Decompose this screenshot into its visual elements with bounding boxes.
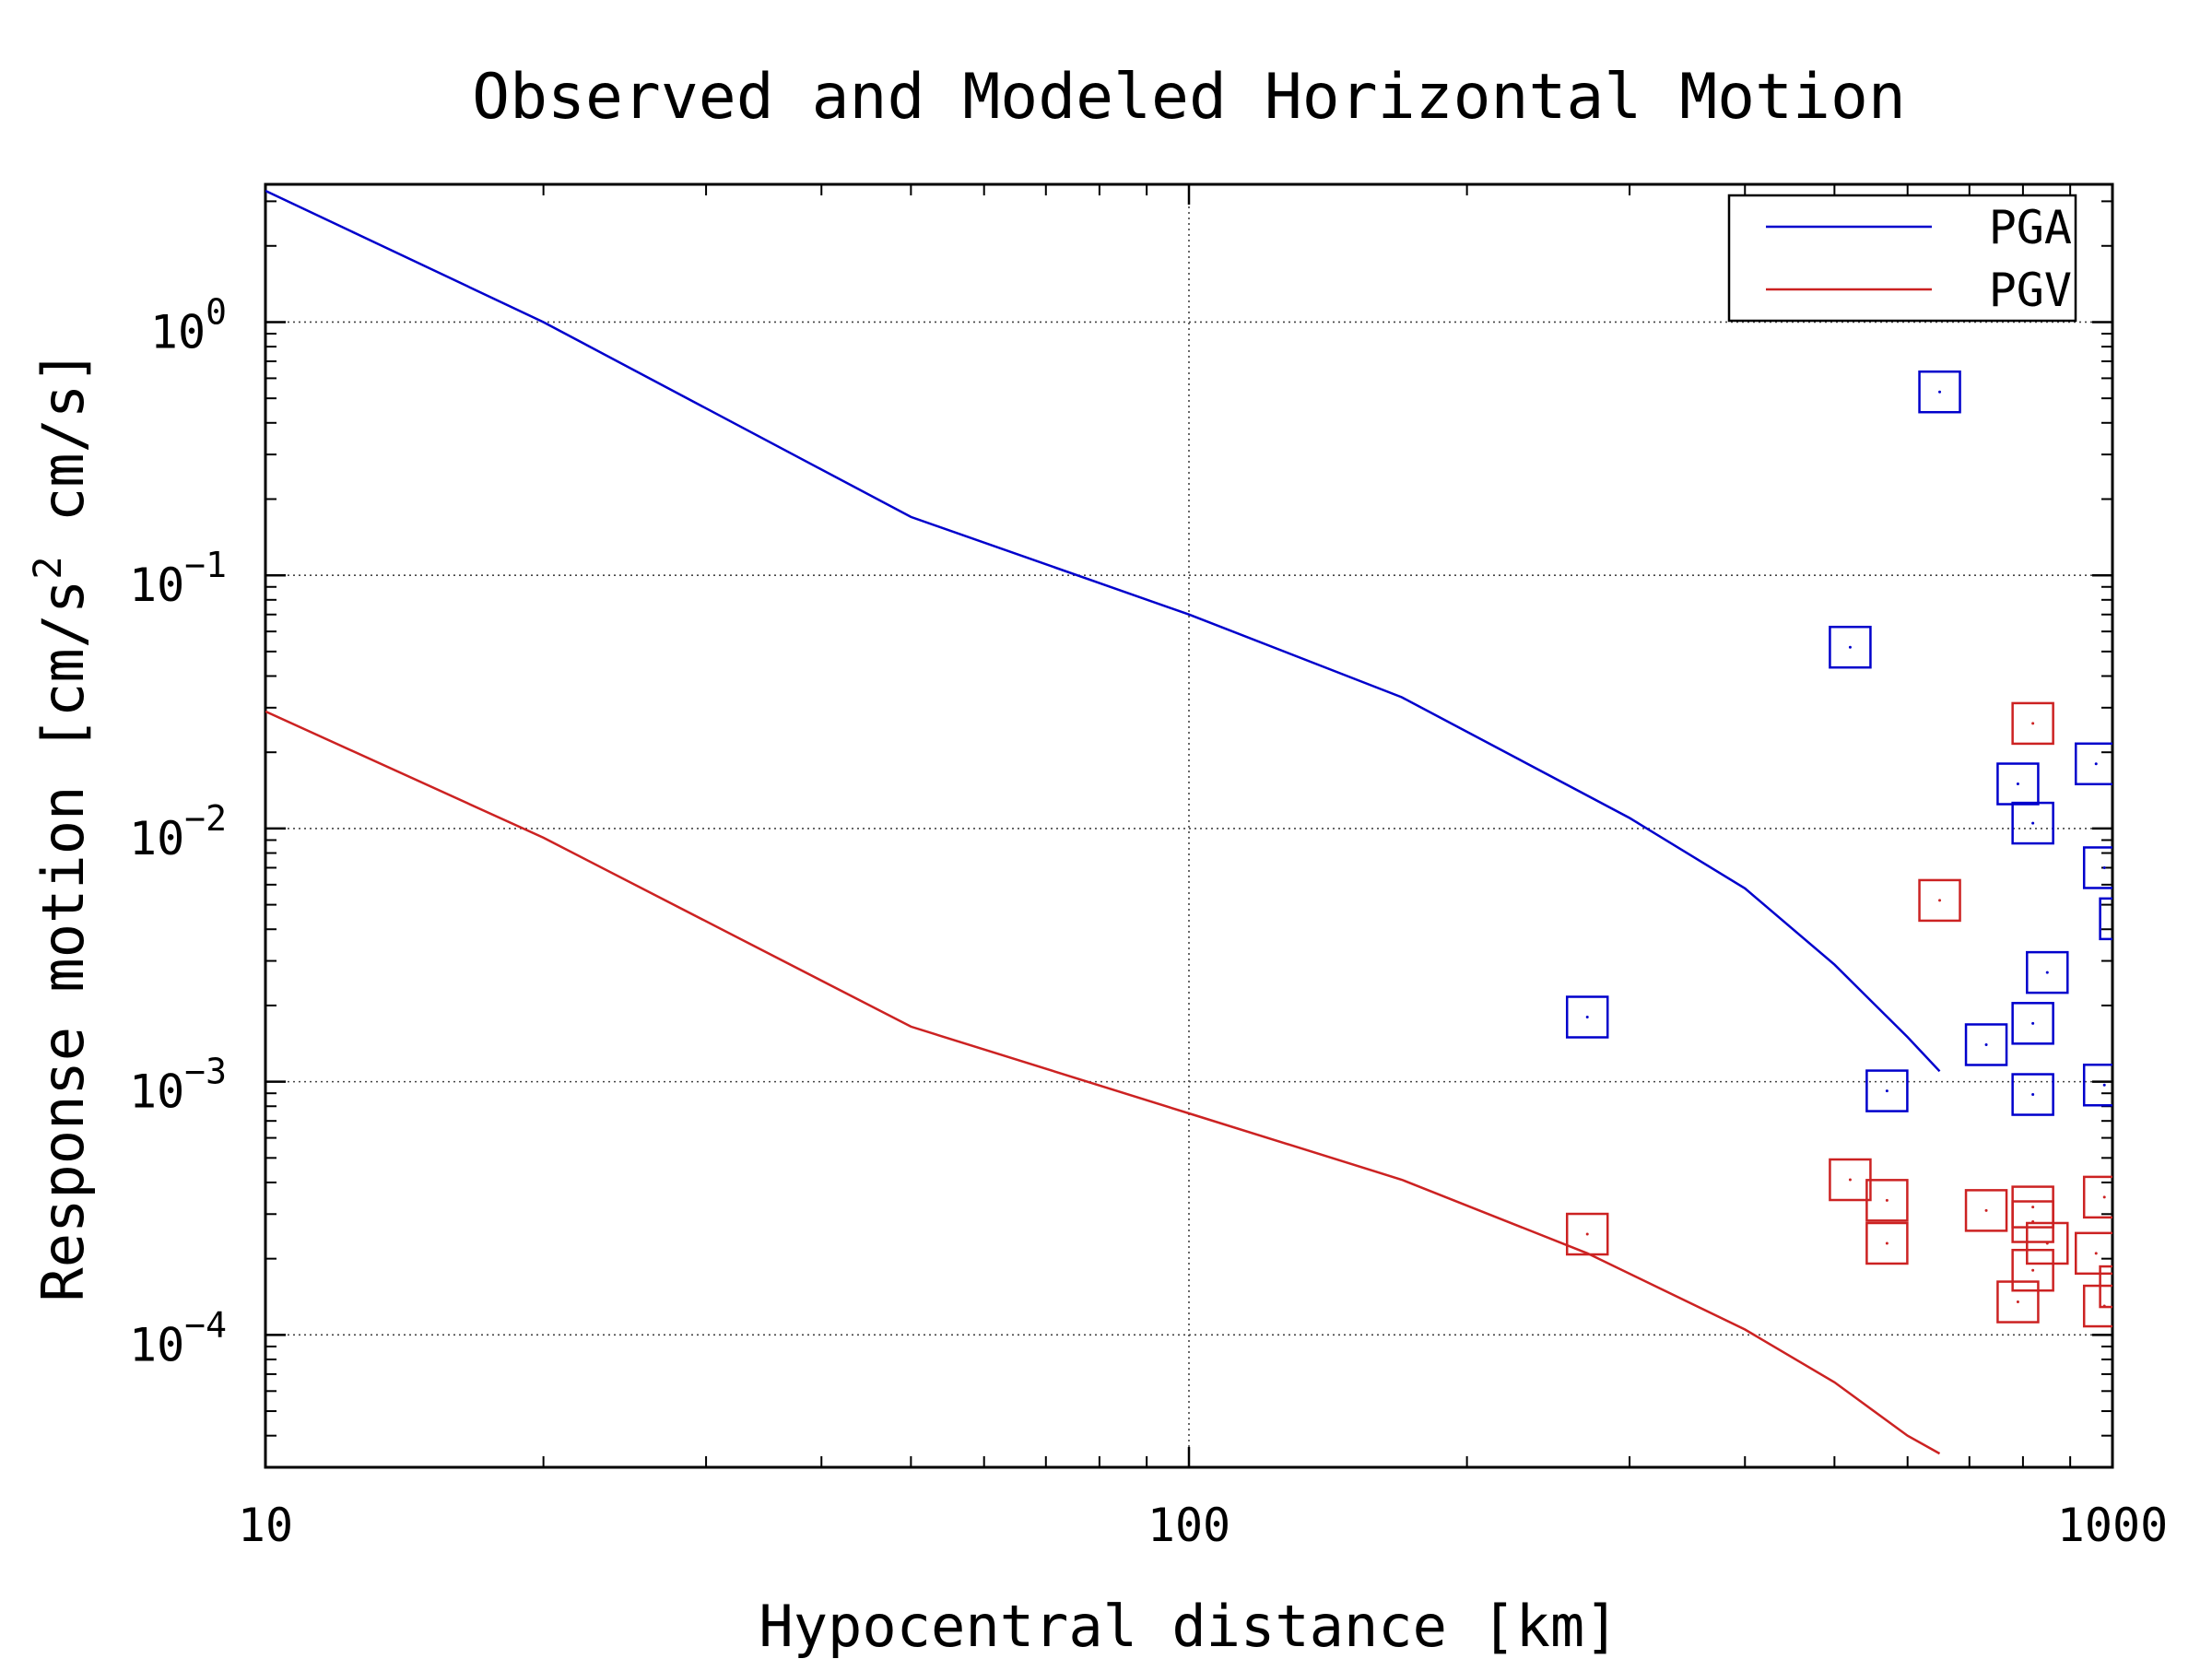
pga-observed-point-center (1938, 390, 1942, 394)
pgv-observed-point (2082, 1175, 2112, 1219)
pgv-observed-point-center (2102, 1195, 2106, 1199)
pga-observed-point (2074, 742, 2112, 786)
y-tick-label: 10−4 (129, 1304, 227, 1371)
pgv-observed-point-center (1848, 1178, 1852, 1182)
pgv-observed-point-center (2031, 1268, 2035, 1272)
pgv-observed-point (1865, 1221, 1909, 1265)
x-tick-label: 10 (238, 1499, 293, 1552)
pga-observed-point (2082, 1064, 2112, 1107)
pga-observed-point (2011, 1073, 2054, 1116)
pga-observed-point (2099, 897, 2112, 941)
pga-observed-point (2011, 801, 2054, 845)
pga-observed-point-center (2031, 1093, 2035, 1097)
pgv-observed-point-center (1984, 1208, 1988, 1212)
legend-label-pga: PGA (1989, 201, 2072, 254)
pga-observed-point (2082, 846, 2112, 889)
pga-observed-point (1865, 1069, 1909, 1112)
pgv-observed-point (1865, 1179, 1909, 1222)
x-tick-label: 1000 (2057, 1499, 2168, 1552)
pgv-observed-point (2011, 1248, 2054, 1292)
tick-marks (264, 184, 2114, 1468)
y-tick-label: 10−3 (129, 1052, 227, 1119)
pgv-observed-point (1964, 1189, 2008, 1232)
pga-observed-point (2026, 950, 2069, 994)
x-tick-label: 100 (1147, 1499, 1230, 1552)
pgv-observed-point-center (2031, 1206, 2035, 1209)
pgv-model-line (265, 710, 1941, 1455)
tick-labels: 10 100 1000 100 10−1 10−2 10−3 10−4 (129, 291, 2168, 1552)
grid (265, 184, 2112, 1467)
pga-observed-point-center (1585, 1016, 1589, 1019)
pga-observed-point-center (2102, 865, 2106, 869)
pgv-observed-point (2026, 1221, 2069, 1265)
pgv-observed-point (2011, 1200, 2054, 1243)
pga-observed-point (1918, 370, 1961, 414)
pgv-observed-point (2082, 1284, 2112, 1328)
pga-observed-point (1964, 1023, 2008, 1066)
chart-title: Observed and Modeled Horizontal Motion (472, 61, 1906, 134)
pga-observed-point-center (2119, 917, 2122, 920)
pgv-observed-point-center (2045, 1241, 2049, 1245)
pga-observed-point-center (2045, 971, 2049, 974)
y-axis-label-part1: Response motion [cm/s (29, 580, 97, 1302)
pgv-observed-point-center (2031, 722, 2035, 725)
pga-observed-point (1996, 762, 2040, 806)
y-tick-label: 100 (150, 291, 227, 359)
pga-observed-point (1565, 995, 1609, 1039)
y-axis-label: Response motion [cm/s2 cm/s] (25, 349, 97, 1301)
pgv-observed-point (1918, 878, 1961, 923)
pgv-observed-point-center (2094, 1252, 2098, 1255)
legend-label-pgv: PGV (1989, 264, 2072, 317)
pga-observed-point (1829, 625, 1872, 669)
legend-box (1727, 194, 2077, 323)
pgv-observed-point (2099, 1265, 2112, 1309)
pgv-observed-point (2074, 1231, 2112, 1276)
y-axis-label-sup: 2 (25, 556, 70, 579)
pga-model-line (265, 189, 1941, 1073)
pga-observed-point-center (2031, 1021, 2035, 1025)
pgv-observed-point-center (2119, 1286, 2122, 1288)
pgv-observed-point (2011, 701, 2054, 746)
pgv-observed-point-center (1585, 1232, 1589, 1236)
pga-observed-point-center (1848, 645, 1852, 649)
y-tick-label: 10−1 (129, 545, 227, 612)
x-axis-label: Hypocentral distance [km] (759, 1593, 1618, 1659)
pgv-observed-point-center (1885, 1198, 1888, 1202)
pga-observed-point (2011, 1002, 2054, 1045)
model-lines (265, 189, 1941, 1455)
y-tick-label: 10−2 (129, 798, 227, 865)
pga-observed-point-center (2031, 821, 2035, 825)
observed-points (1565, 370, 2122, 1328)
pgv-observed-point-center (1885, 1241, 1888, 1245)
y-axis-label-part2: cm/s] (29, 349, 97, 556)
pga-observed-point-center (2094, 762, 2098, 766)
pgv-observed-point (1996, 1280, 2040, 1324)
pga-observed-point-center (2102, 1083, 2106, 1087)
pgv-observed-point (1565, 1212, 1609, 1256)
legend: PGA PGV (1727, 194, 2077, 323)
pga-observed-point-center (1885, 1089, 1888, 1093)
pgv-observed-point-center (1938, 899, 1942, 902)
pga-observed-point-center (1984, 1042, 1988, 1046)
pga-observed-point-center (2016, 782, 2019, 786)
pgv-observed-point-center (2016, 1300, 2019, 1304)
